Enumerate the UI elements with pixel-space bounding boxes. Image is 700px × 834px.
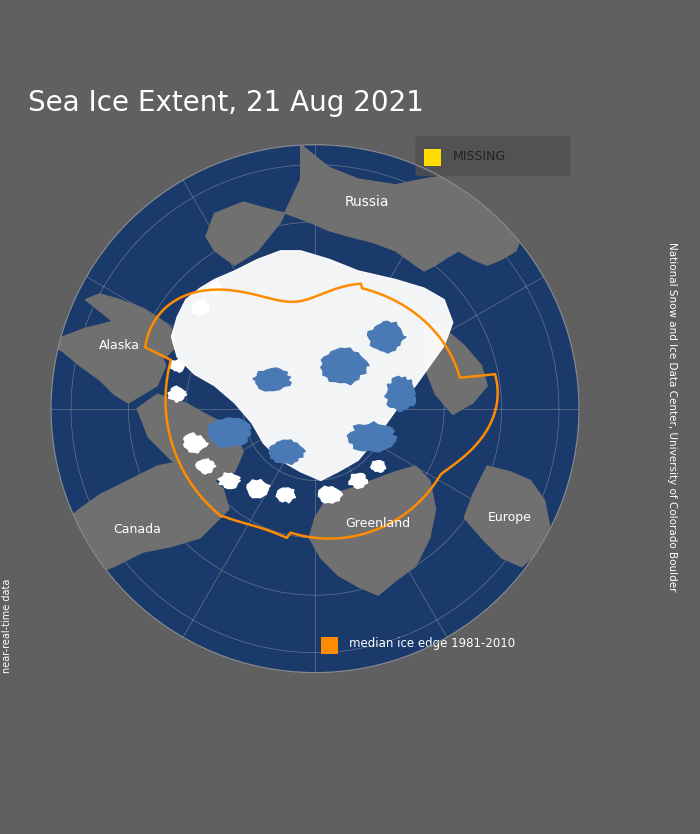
Polygon shape xyxy=(247,480,270,498)
Polygon shape xyxy=(218,473,240,489)
Polygon shape xyxy=(424,323,487,414)
Text: Alaska: Alaska xyxy=(99,339,140,352)
Polygon shape xyxy=(183,433,208,453)
Bar xyxy=(424,149,441,166)
Polygon shape xyxy=(276,488,295,503)
Polygon shape xyxy=(172,251,453,480)
Polygon shape xyxy=(309,466,435,595)
Polygon shape xyxy=(347,422,397,452)
Polygon shape xyxy=(368,321,406,353)
Polygon shape xyxy=(206,144,522,271)
Polygon shape xyxy=(137,394,244,480)
Text: Europe: Europe xyxy=(488,511,532,525)
Text: National Snow and Ice Data Center, University of Colorado Boulder: National Snow and Ice Data Center, Unive… xyxy=(667,242,677,592)
Text: Greenland: Greenland xyxy=(346,517,411,530)
Polygon shape xyxy=(51,460,229,575)
FancyBboxPatch shape xyxy=(416,136,570,176)
Text: near-real-time data: near-real-time data xyxy=(2,578,12,673)
Polygon shape xyxy=(349,474,368,489)
Polygon shape xyxy=(318,486,342,503)
Polygon shape xyxy=(196,459,216,474)
Polygon shape xyxy=(169,359,184,372)
Polygon shape xyxy=(51,317,166,403)
Polygon shape xyxy=(385,376,416,411)
Polygon shape xyxy=(168,386,187,403)
Text: Canada: Canada xyxy=(113,523,161,535)
Polygon shape xyxy=(208,418,251,447)
Polygon shape xyxy=(192,301,209,316)
Polygon shape xyxy=(371,460,386,472)
Polygon shape xyxy=(269,440,305,465)
Text: MISSING: MISSING xyxy=(453,149,506,163)
Polygon shape xyxy=(207,282,223,294)
Text: median ice edge 1981-2010: median ice edge 1981-2010 xyxy=(349,637,516,651)
Text: Sea Ice Extent, 21 Aug 2021: Sea Ice Extent, 21 Aug 2021 xyxy=(28,88,424,117)
Text: Russia: Russia xyxy=(344,195,389,209)
Polygon shape xyxy=(253,368,291,391)
Polygon shape xyxy=(85,294,177,357)
Bar xyxy=(321,637,338,654)
Circle shape xyxy=(51,144,579,673)
Polygon shape xyxy=(464,466,550,566)
Polygon shape xyxy=(321,348,369,384)
